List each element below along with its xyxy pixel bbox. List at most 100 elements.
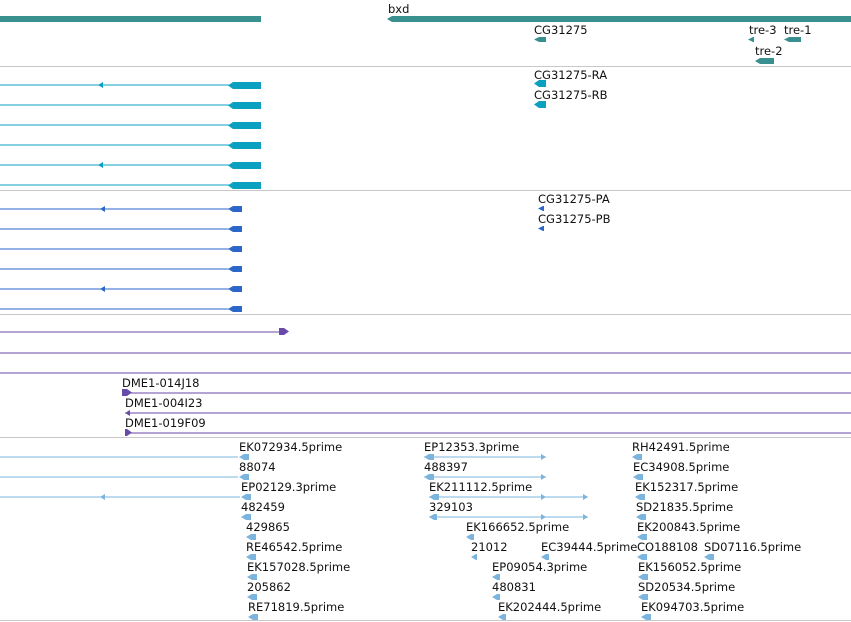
transcript-exon[interactable]: [228, 102, 261, 109]
est-label[interactable]: EP02129.3prime: [241, 480, 337, 494]
est-label[interactable]: EK157028.5prime: [247, 560, 351, 574]
protein-exon[interactable]: [228, 246, 242, 252]
est-feature[interactable]: [247, 594, 257, 600]
gene-label[interactable]: tre-3: [749, 23, 777, 37]
strand-arrow-icon[interactable]: [541, 494, 546, 500]
transcript-exon[interactable]: [228, 82, 261, 89]
est-feature[interactable]: [247, 574, 257, 580]
clone-end[interactable]: [125, 429, 132, 436]
est-label[interactable]: CO188108: [637, 540, 698, 554]
est-feature[interactable]: [246, 534, 256, 540]
est-label[interactable]: 482459: [241, 500, 285, 514]
est-feature[interactable]: [636, 514, 646, 520]
est-label[interactable]: EK094703.5prime: [641, 600, 745, 614]
est-feature[interactable]: [471, 554, 477, 560]
est-label[interactable]: EP09054.3prime: [492, 560, 588, 574]
est-label[interactable]: SD21835.5prime: [636, 500, 734, 514]
est-feature[interactable]: [492, 594, 500, 600]
protein-exon[interactable]: [228, 266, 242, 272]
est-feature[interactable]: [429, 494, 439, 500]
clone-end[interactable]: [122, 389, 132, 396]
est-label[interactable]: RE71819.5prime: [248, 600, 345, 614]
est-label[interactable]: RH42491.5prime: [632, 440, 730, 454]
transcript-label[interactable]: CG31275-RB: [534, 88, 608, 102]
est-feature[interactable]: [239, 454, 249, 460]
est-feature[interactable]: [248, 614, 258, 620]
est-feature[interactable]: [239, 474, 249, 480]
transcript-exon[interactable]: [228, 122, 261, 129]
est-label[interactable]: EC39444.5prime: [541, 540, 638, 554]
est-label[interactable]: 21012: [471, 540, 508, 554]
est-feature[interactable]: [498, 614, 506, 620]
gene-feature-tre-3[interactable]: [748, 37, 754, 42]
est-feature[interactable]: [429, 514, 437, 520]
est-feature[interactable]: [541, 554, 549, 560]
est-label[interactable]: SD07116.5prime: [704, 540, 802, 554]
gene-feature-tre-1[interactable]: [784, 37, 801, 42]
clone-end[interactable]: [279, 328, 289, 335]
protein-exon[interactable]: [228, 206, 242, 212]
gene-label[interactable]: CG31275: [534, 23, 588, 37]
est-feature[interactable]: [424, 454, 434, 460]
est-feature[interactable]: [637, 534, 647, 540]
transcript-exon[interactable]: [228, 182, 261, 189]
protein-label[interactable]: CG31275-PA: [538, 192, 610, 206]
est-label[interactable]: EK152317.5prime: [635, 480, 739, 494]
strand-arrow-icon[interactable]: [541, 474, 546, 480]
protein-exon[interactable]: [228, 286, 242, 292]
est-feature[interactable]: [466, 534, 474, 540]
gene-label[interactable]: tre-1: [784, 23, 812, 37]
est-feature[interactable]: [241, 514, 251, 520]
est-label[interactable]: EC34908.5prime: [633, 460, 730, 474]
strand-arrow-icon[interactable]: [100, 206, 105, 212]
est-feature[interactable]: [492, 574, 500, 580]
gene-feature-cg31275[interactable]: [534, 37, 546, 42]
est-label[interactable]: EK200843.5prime: [637, 520, 741, 534]
est-feature[interactable]: [632, 454, 642, 460]
est-feature[interactable]: [704, 554, 714, 560]
gene-feature-bxd-left[interactable]: [0, 16, 261, 22]
est-label[interactable]: 329103: [429, 500, 473, 514]
est-feature[interactable]: [637, 554, 647, 560]
transcript-feature-cg31275-rb[interactable]: [534, 101, 546, 108]
transcript-feature-cg31275-ra[interactable]: [534, 80, 546, 87]
est-feature[interactable]: [633, 474, 643, 480]
est-feature[interactable]: [241, 494, 251, 500]
gene-label[interactable]: tre-2: [755, 44, 783, 58]
gene-feature-tre-2[interactable]: [755, 58, 774, 64]
clone-label[interactable]: DME1-019F09: [125, 416, 206, 430]
est-feature[interactable]: [641, 614, 651, 620]
est-label[interactable]: EP12353.3prime: [424, 440, 520, 454]
strand-arrow-icon[interactable]: [541, 454, 546, 460]
est-label[interactable]: RE46542.5prime: [246, 540, 343, 554]
est-label[interactable]: EK202444.5prime: [498, 600, 602, 614]
protein-exon[interactable]: [228, 306, 242, 312]
gene-label[interactable]: bxd: [388, 2, 410, 16]
est-label[interactable]: 205862: [247, 580, 291, 594]
est-feature[interactable]: [424, 474, 434, 480]
transcript-exon[interactable]: [228, 162, 261, 169]
est-label[interactable]: 488397: [424, 460, 468, 474]
gene-feature-bxd[interactable]: [387, 16, 851, 22]
est-feature[interactable]: [246, 554, 256, 560]
strand-arrow-icon[interactable]: [541, 514, 546, 520]
protein-label[interactable]: CG31275-PB: [538, 212, 611, 226]
transcript-label[interactable]: CG31275-RA: [534, 68, 608, 82]
est-label[interactable]: SD20534.5prime: [638, 580, 736, 594]
est-label[interactable]: 429865: [246, 520, 290, 534]
strand-arrow-icon[interactable]: [100, 286, 105, 292]
est-label[interactable]: 88074: [239, 460, 276, 474]
strand-arrow-icon[interactable]: [583, 494, 588, 500]
strand-arrow-icon[interactable]: [100, 494, 105, 500]
strand-arrow-icon[interactable]: [98, 82, 103, 88]
strand-arrow-icon[interactable]: [583, 514, 588, 520]
clone-label[interactable]: DME1-014J18: [122, 376, 200, 390]
strand-arrow-icon[interactable]: [98, 162, 103, 168]
est-feature[interactable]: [638, 574, 648, 580]
est-feature[interactable]: [638, 594, 648, 600]
est-label[interactable]: EK156052.5prime: [638, 560, 742, 574]
est-label[interactable]: EK072934.5prime: [239, 440, 343, 454]
est-feature[interactable]: [635, 494, 645, 500]
clone-label[interactable]: DME1-004I23: [125, 396, 203, 410]
